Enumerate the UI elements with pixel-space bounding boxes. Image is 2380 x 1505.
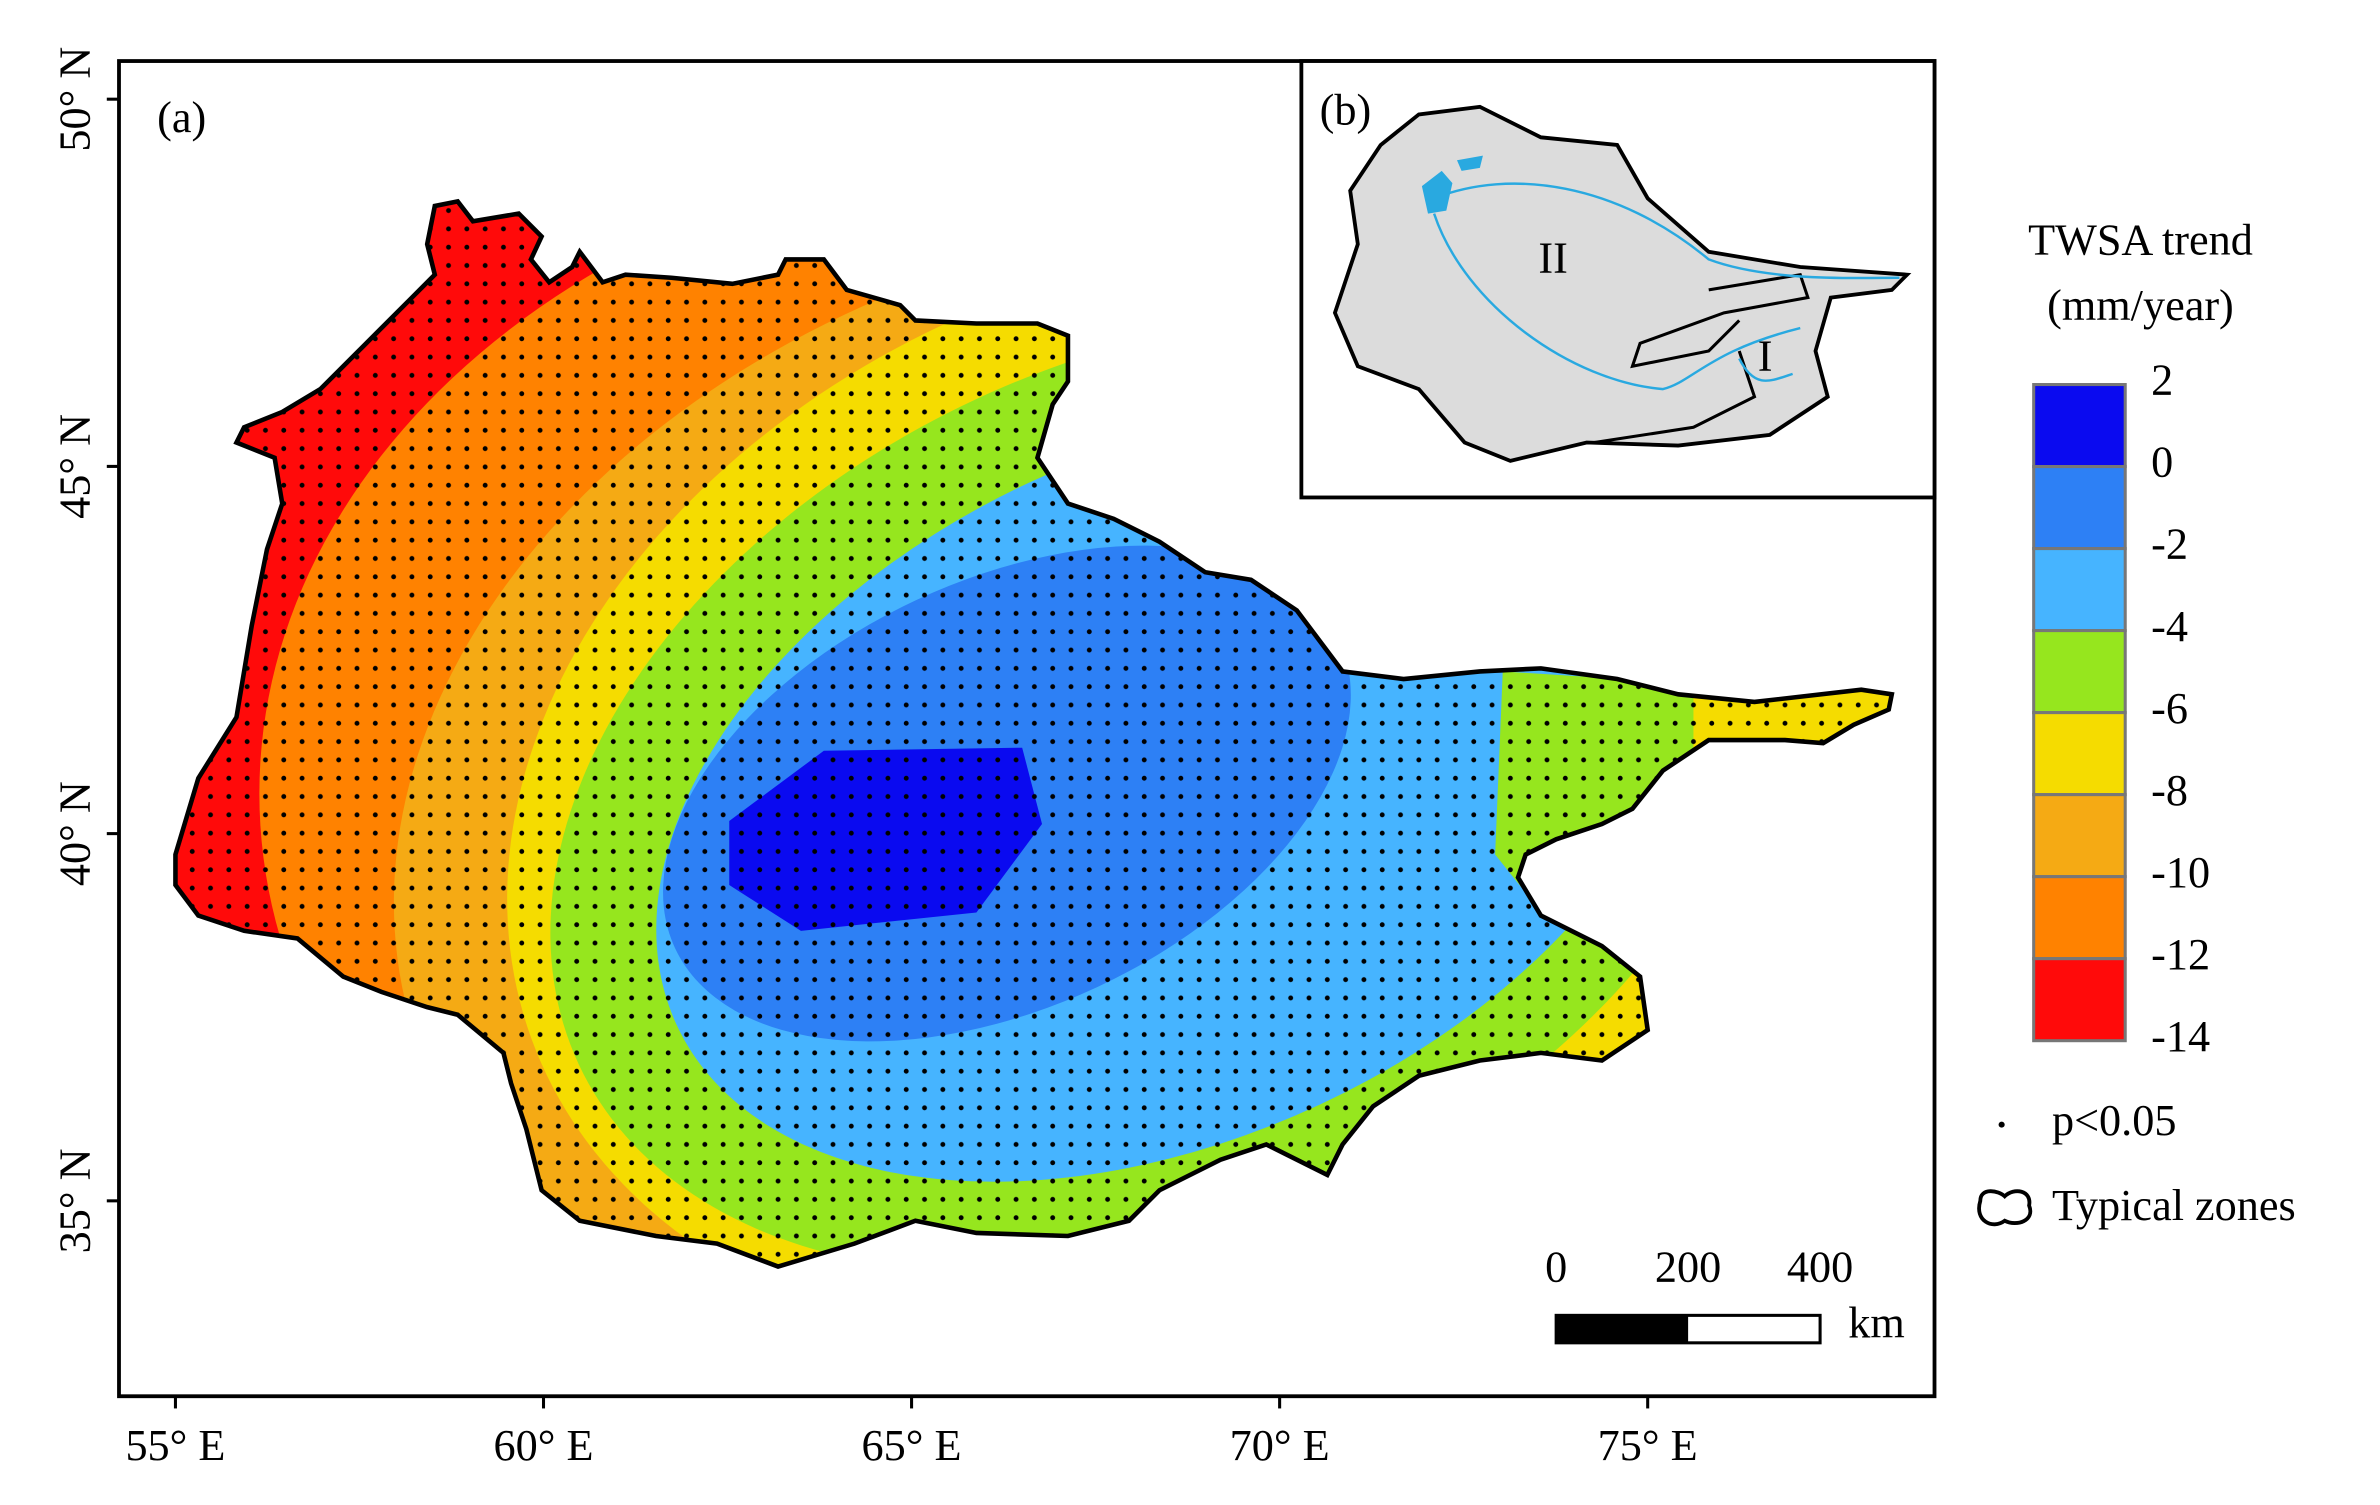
legend-label: -14 <box>2151 1012 2210 1061</box>
legend-label: -12 <box>2151 930 2210 979</box>
legend-swatch <box>2032 957 2127 1043</box>
map-frame <box>117 59 1937 1399</box>
legend-label: -8 <box>2151 766 2188 815</box>
significance-symbol <box>1998 1121 2005 1128</box>
scale-label: 0 <box>1545 1242 1567 1291</box>
legend-swatch <box>2032 793 2127 879</box>
legend-swatch <box>2032 383 2127 469</box>
y-tick-label: 40° N <box>50 781 99 886</box>
scale-label: 200 <box>1655 1242 1721 1291</box>
zones-symbol <box>1977 1189 2033 1227</box>
legend-label: 2 <box>2151 356 2173 405</box>
panel-label: (a) <box>157 93 206 142</box>
legend-label: -10 <box>2151 848 2210 897</box>
legend-label: -4 <box>2151 602 2188 651</box>
legend-label: -2 <box>2151 520 2188 569</box>
inset-zone-boundaries <box>1594 272 1810 445</box>
x-tick-label: 70° E <box>1230 1421 1330 1470</box>
legend-swatch <box>2032 629 2127 715</box>
legend-title: (mm/year) <box>2047 281 2234 330</box>
significance-label: p<0.05 <box>2052 1096 2176 1145</box>
x-tick-label: 75° E <box>1598 1421 1698 1470</box>
inset-basin <box>1332 104 1912 463</box>
legend-swatch <box>2032 465 2127 551</box>
y-tick-label: 35° N <box>50 1148 99 1253</box>
legend-swatch <box>2032 711 2127 797</box>
inset-rivers <box>1432 182 1900 391</box>
scale-bar-fill <box>1556 1315 1689 1343</box>
scale-unit: km <box>1848 1299 1905 1348</box>
scale-label: 400 <box>1787 1242 1853 1291</box>
legend-label: -6 <box>2151 684 2188 733</box>
x-tick-label: 65° E <box>862 1421 962 1470</box>
x-tick-label: 55° E <box>125 1421 225 1470</box>
y-tick-label: 50° N <box>50 47 99 152</box>
legend-swatch <box>2032 547 2127 633</box>
y-tick-label: 45° N <box>50 414 99 519</box>
zone-label: I <box>1758 331 1773 380</box>
legend-title: TWSA trend <box>2028 215 2253 264</box>
zone-label: II <box>1538 234 1567 283</box>
panel-label: (b) <box>1320 86 1372 135</box>
x-tick-label: 60° E <box>494 1421 594 1470</box>
legend-swatch <box>2032 875 2127 961</box>
zones-label: Typical zones <box>2052 1181 2296 1230</box>
inset-lakes <box>1421 155 1483 214</box>
legend-label: 0 <box>2151 438 2173 487</box>
